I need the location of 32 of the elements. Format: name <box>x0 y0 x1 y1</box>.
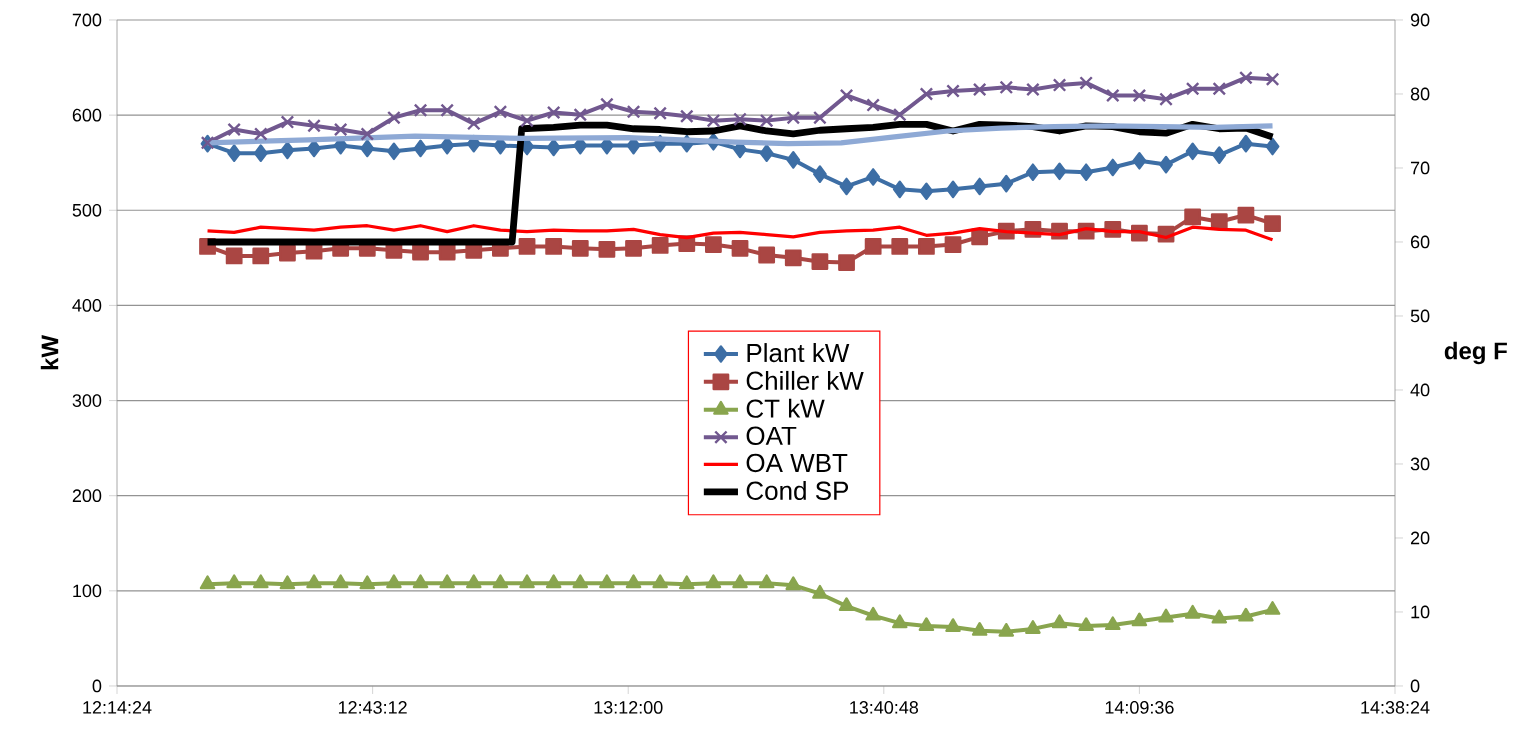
y2-tick-label: 10 <box>1411 605 1430 619</box>
y2-tick-label: 40 <box>1410 383 1430 397</box>
y-tick-label: 700 <box>72 13 102 27</box>
legend-label: CT kW <box>746 398 825 418</box>
x-tick-label: 14:09:36 <box>1105 701 1174 714</box>
y2-tick-label: 90 <box>1410 13 1430 27</box>
x-tick-label: 12:14:24 <box>83 701 152 714</box>
y2-tick-label: 20 <box>1410 531 1430 545</box>
y2-tick-label: 70 <box>1410 161 1430 175</box>
y-tick-label: 200 <box>72 489 102 503</box>
legend-label: OA WBT <box>746 453 848 473</box>
y2-tick-label: 80 <box>1410 87 1430 101</box>
y2-tick-label: 0 <box>1410 679 1420 693</box>
y2-axis-title: deg F <box>1444 341 1507 365</box>
y2-tick-label: 60 <box>1410 235 1430 249</box>
legend-label: Cond SP <box>746 480 849 500</box>
x-tick-label: 12:43:12 <box>338 701 407 714</box>
y-tick-label: 400 <box>72 299 102 312</box>
y-tick-label: 500 <box>72 203 102 217</box>
y-tick-label: 600 <box>72 108 102 122</box>
x-tick-label: 14:38:24 <box>1361 701 1430 714</box>
x-tick-label: 13:12:00 <box>594 701 663 714</box>
y-tick-label: 300 <box>72 394 102 407</box>
legend-label: Plant kW <box>747 343 850 363</box>
x-tick-label: 13:40:48 <box>850 701 919 714</box>
y-tick-label: 100 <box>73 584 102 598</box>
legend-label: OAT <box>746 426 797 446</box>
y-tick-label: 0 <box>92 679 102 693</box>
legend-label: Chiller kW <box>746 370 864 391</box>
y2-tick-label: 50 <box>1410 309 1430 323</box>
y-axis-title: kW <box>40 335 59 370</box>
y2-tick-label: 30 <box>1410 457 1430 471</box>
